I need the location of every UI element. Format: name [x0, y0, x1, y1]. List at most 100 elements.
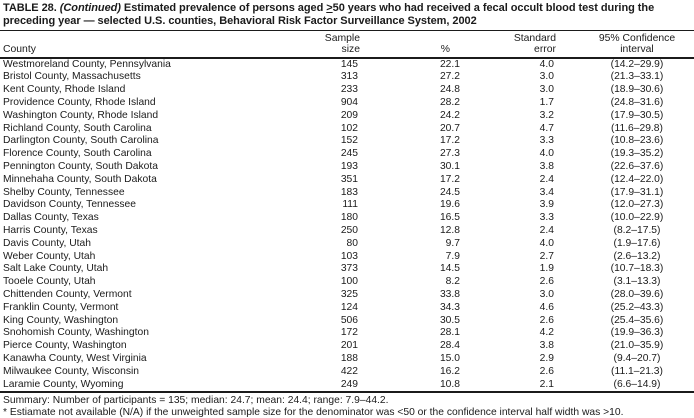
cell-percent: 12.8: [439, 224, 460, 236]
table-row: Salt Lake County, Utah 373 14.5 1.9 (10.…: [0, 263, 694, 276]
cell-standard-error: 3.2: [539, 109, 554, 121]
table-row: Snohomish County, Washington 172 28.1 4.…: [0, 327, 694, 340]
cell-percent: 28.1: [439, 327, 460, 339]
cell-standard-error: 2.9: [539, 352, 554, 364]
table-row: Providence County, Rhode Island 904 28.2…: [0, 97, 694, 110]
cell-percent: 20.7: [439, 122, 460, 134]
cell-standard-error: 1.7: [539, 96, 554, 108]
summary-line: Summary: Number of participants = 135; m…: [3, 395, 389, 407]
cell-sample-size: 124: [340, 301, 358, 313]
cell-sample-size: 233: [340, 84, 358, 96]
cell-county: Bristol County, Massachusetts: [3, 71, 141, 83]
cell-sample-size: 188: [340, 352, 358, 364]
cell-standard-error: 3.0: [539, 71, 554, 83]
cell-percent: 33.8: [439, 288, 460, 300]
table-row: Pierce County, Washington 201 28.4 3.8 (…: [0, 340, 694, 353]
table-row: Weber County, Utah 103 7.9 2.7 (2.6–13.2…: [0, 251, 694, 264]
cell-county: Weber County, Utah: [3, 250, 96, 262]
table-row: Florence County, South Carolina 245 27.3…: [0, 148, 694, 161]
table-row: Kanawha County, West Virginia 188 15.0 2…: [0, 353, 694, 366]
cell-confidence-interval: (11.1–21.3): [611, 365, 663, 377]
cell-standard-error: 3.4: [539, 186, 554, 198]
cell-percent: 24.8: [439, 84, 460, 96]
cell-percent: 24.5: [439, 186, 460, 198]
cell-standard-error: 3.0: [539, 288, 554, 300]
cell-county: Washington County, Rhode Island: [3, 109, 159, 121]
cell-standard-error: 3.9: [539, 199, 554, 211]
cell-confidence-interval: (10.7–18.3): [610, 263, 664, 275]
cell-standard-error: 3.0: [539, 84, 554, 96]
column-header-confidence-interval: 95% Confidence interval: [558, 30, 694, 59]
cell-sample-size: 422: [340, 365, 358, 377]
cell-percent: 17.2: [439, 135, 460, 147]
cell-standard-error: 4.7: [539, 122, 554, 134]
cell-percent: 16.5: [439, 212, 460, 224]
cell-sample-size: 245: [340, 148, 358, 160]
cell-confidence-interval: (10.8–23.6): [610, 135, 664, 147]
cell-county: Davis County, Utah: [3, 237, 91, 249]
table-row: Westmoreland County, Pennsylvania 145 22…: [0, 58, 694, 72]
cell-confidence-interval: (28.0–39.6): [610, 288, 664, 300]
cell-standard-error: 2.6: [539, 314, 554, 326]
title-text-1: Estimated prevalence of persons aged: [120, 2, 327, 14]
footnote: * Estiamate not available (N/A) if the u…: [3, 406, 624, 418]
cell-percent: 28.4: [439, 340, 460, 352]
cell-confidence-interval: (24.8–31.6): [610, 96, 664, 108]
cell-percent: 27.2: [439, 71, 460, 83]
cell-standard-error: 2.4: [539, 173, 554, 185]
cell-standard-error: 2.1: [462, 378, 558, 394]
cell-county: Kent County, Rhode Island: [3, 84, 126, 96]
cell-confidence-interval: (11.6–29.8): [611, 122, 663, 134]
cell-confidence-interval: (9.4–20.7): [613, 352, 661, 364]
cell-sample-size: 249: [300, 378, 366, 394]
title-continued: (Continued): [59, 2, 121, 14]
table-row: Dallas County, Texas 180 16.5 3.3 (10.0–…: [0, 212, 694, 225]
cell-confidence-interval: (19.9–36.3): [610, 327, 664, 339]
cell-sample-size: 172: [340, 327, 358, 339]
column-header-sample-size: Sample size: [300, 30, 366, 59]
column-header-county: County: [0, 30, 300, 59]
table-row: Richland County, South Carolina 102 20.7…: [0, 123, 694, 136]
table-row: Shelby County, Tennessee 183 24.5 3.4 (1…: [0, 187, 694, 200]
cell-sample-size: 313: [340, 71, 358, 83]
cell-percent: 27.3: [439, 148, 460, 160]
cell-sample-size: 904: [340, 96, 358, 108]
cell-sample-size: 506: [340, 314, 358, 326]
cell-percent: 16.2: [439, 365, 460, 377]
cell-standard-error: 2.7: [539, 250, 554, 262]
cell-county: Providence County, Rhode Island: [3, 96, 156, 108]
cell-county: Darlington County, South Carolina: [3, 135, 159, 147]
table-row: Milwaukee County, Wisconsin 422 16.2 2.6…: [0, 366, 694, 379]
cell-sample-size: 183: [340, 186, 358, 198]
cell-standard-error: 2.6: [539, 276, 554, 288]
cell-confidence-interval: (25.4–35.6): [610, 314, 664, 326]
cell-county: Florence County, South Carolina: [3, 148, 152, 160]
cell-county: Dallas County, Texas: [3, 212, 99, 224]
cell-confidence-interval: (14.2–29.9): [610, 58, 664, 70]
table-title: TABLE 28. (Continued) Estimated prevalen…: [0, 2, 694, 29]
cell-county: Harris County, Texas: [3, 224, 98, 236]
table-row: Minnehaha County, South Dakota 351 17.2 …: [0, 174, 694, 187]
cell-percent: 19.6: [439, 199, 460, 211]
cell-sample-size: 373: [340, 263, 358, 275]
cell-confidence-interval: (21.0–35.9): [610, 340, 664, 352]
cell-standard-error: 3.8: [539, 340, 554, 352]
cell-county: Franklin County, Vermont: [3, 301, 119, 313]
cell-confidence-interval: (17.9–30.5): [610, 109, 664, 121]
cell-county: Laramie County, Wyoming: [0, 378, 300, 394]
cell-standard-error: 2.6: [539, 365, 554, 377]
cell-county: Snohomish County, Washington: [3, 327, 149, 339]
table-row: Kent County, Rhode Island 233 24.8 3.0 (…: [0, 84, 694, 97]
cell-percent: 28.2: [439, 96, 460, 108]
cell-county: Kanawha County, West Virginia: [3, 352, 147, 364]
cell-standard-error: 4.0: [539, 148, 554, 160]
table-row: Harris County, Texas 250 12.8 2.4 (8.2–1…: [0, 225, 694, 238]
table-row: Bristol County, Massachusetts 313 27.2 3…: [0, 71, 694, 84]
column-header-standard-error: Standard error: [462, 30, 558, 59]
table-row: Laramie County, Wyoming 249 10.8 2.1 (6.…: [0, 378, 694, 394]
cell-confidence-interval: (1.9–17.6): [613, 237, 661, 249]
cell-confidence-interval: (18.9–30.6): [610, 84, 664, 96]
title-text-2: 50 years who had received a fecal occult…: [3, 2, 655, 28]
cell-confidence-interval: (12.0–27.3): [610, 199, 664, 211]
cell-percent: 22.1: [439, 58, 460, 70]
